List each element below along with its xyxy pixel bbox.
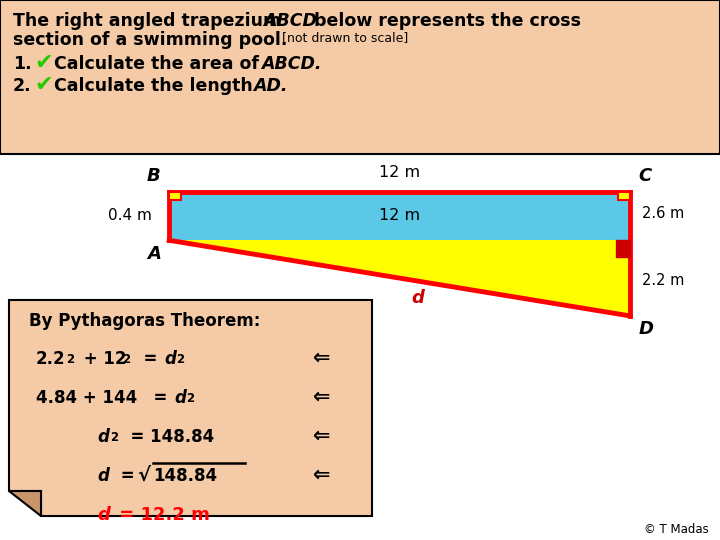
Text: 1.: 1. <box>13 55 32 72</box>
Text: 12 m: 12 m <box>379 165 420 180</box>
Text: Calculate the length: Calculate the length <box>54 77 258 94</box>
Text: =: = <box>142 389 173 407</box>
Text: 2.: 2. <box>13 77 32 94</box>
Text: B: B <box>147 167 161 185</box>
Text: C: C <box>639 167 652 185</box>
Text: 4.84 + 144: 4.84 + 144 <box>36 389 138 407</box>
Text: √: √ <box>137 465 150 484</box>
Text: d: d <box>97 467 109 485</box>
Text: 2: 2 <box>66 353 74 366</box>
Text: 2: 2 <box>122 353 130 366</box>
Text: D: D <box>639 320 654 338</box>
Text: ⇐: ⇐ <box>313 426 330 446</box>
Text: = 12.2 m: = 12.2 m <box>113 506 210 524</box>
Text: =: = <box>115 467 140 485</box>
Text: = 148.84: = 148.84 <box>119 428 214 446</box>
Text: =: = <box>132 350 163 368</box>
Text: The right angled trapezium: The right angled trapezium <box>13 12 287 30</box>
Text: below represents the cross: below represents the cross <box>308 12 581 30</box>
Text: 2.6 m: 2.6 m <box>642 206 684 221</box>
Polygon shape <box>9 491 41 516</box>
Text: By Pythagoras Theorem:: By Pythagoras Theorem: <box>29 312 260 329</box>
Text: ABCD: ABCD <box>264 12 318 30</box>
Text: d: d <box>411 289 424 307</box>
Text: d: d <box>97 506 110 524</box>
Text: 12 m: 12 m <box>379 208 420 224</box>
Text: [not drawn to scale]: [not drawn to scale] <box>278 31 408 44</box>
Text: ⇐: ⇐ <box>313 387 330 407</box>
Text: ABCD.: ABCD. <box>261 55 321 72</box>
Text: 2: 2 <box>186 392 194 405</box>
Text: d: d <box>174 389 186 407</box>
Text: AD.: AD. <box>253 77 288 94</box>
Text: © T Madas: © T Madas <box>644 523 709 536</box>
Polygon shape <box>169 192 630 240</box>
Polygon shape <box>169 240 630 316</box>
Text: + 12: + 12 <box>78 350 126 368</box>
Text: ✔: ✔ <box>35 53 53 73</box>
Polygon shape <box>169 192 181 200</box>
Text: 0.4 m: 0.4 m <box>108 208 152 224</box>
Text: A: A <box>147 245 161 262</box>
Text: d: d <box>164 350 176 368</box>
Text: ✔: ✔ <box>35 75 53 95</box>
Polygon shape <box>616 240 630 256</box>
Text: d: d <box>97 428 109 446</box>
Text: ⇐: ⇐ <box>313 348 330 368</box>
Text: Calculate the area of: Calculate the area of <box>54 55 265 72</box>
Polygon shape <box>618 192 630 200</box>
Text: 148.84: 148.84 <box>153 467 217 485</box>
Text: 2: 2 <box>176 353 184 366</box>
Bar <box>0 0 720 154</box>
Text: section of a swimming pool.: section of a swimming pool. <box>13 31 287 49</box>
Text: 2.2 m: 2.2 m <box>642 273 684 288</box>
Text: 2: 2 <box>110 431 118 444</box>
Polygon shape <box>9 300 372 516</box>
Text: 2.2: 2.2 <box>36 350 66 368</box>
Text: ⇐: ⇐ <box>313 464 330 484</box>
